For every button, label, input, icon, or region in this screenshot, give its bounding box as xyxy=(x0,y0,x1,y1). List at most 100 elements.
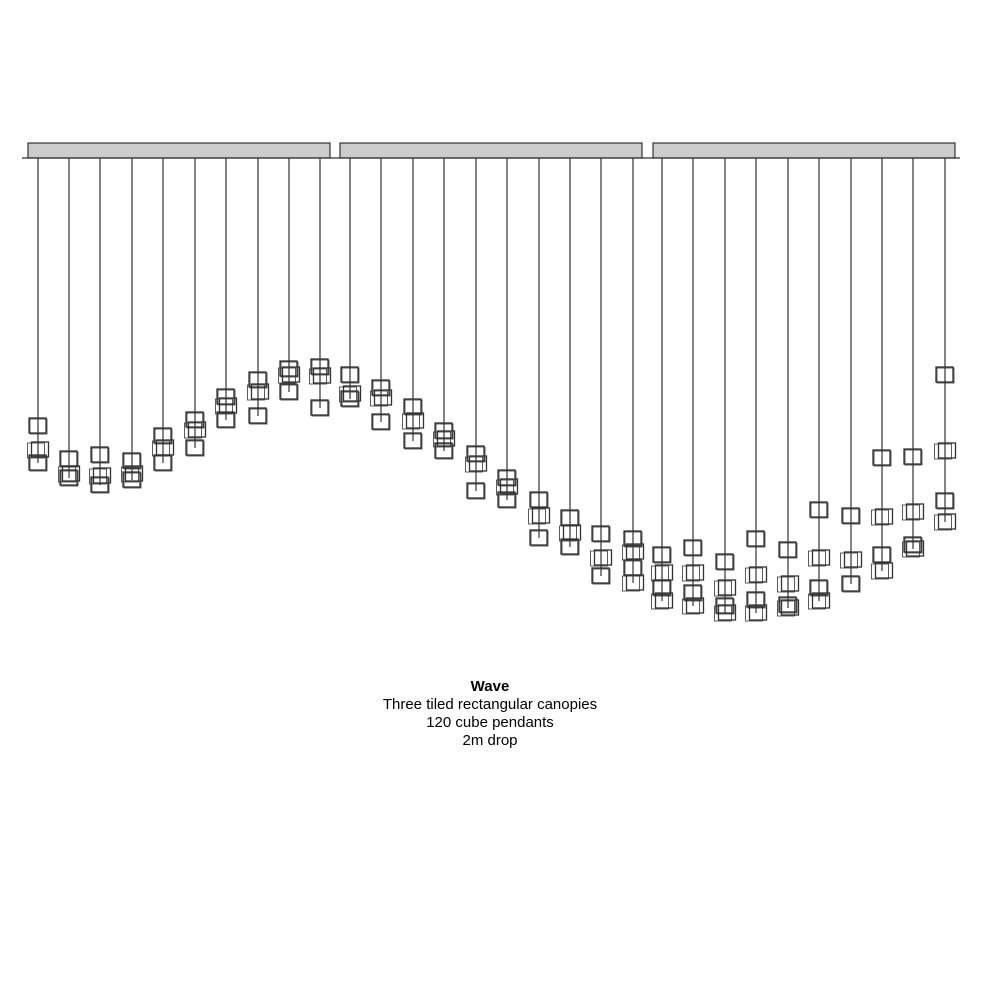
cube-pendant-edge xyxy=(372,380,391,397)
cube-pendant-edge xyxy=(121,466,139,483)
cube-pendant-edge xyxy=(91,447,110,464)
cube-pendant xyxy=(436,430,456,447)
cube-pendant-edge xyxy=(91,477,110,494)
cube-pendant-edge xyxy=(372,414,391,431)
cube-pendant-edge xyxy=(123,453,142,470)
cube-pendant xyxy=(872,546,891,563)
cube-pendant-edge xyxy=(341,367,360,384)
caption-drop: 2m drop xyxy=(462,732,518,749)
cube-pendant xyxy=(371,413,390,430)
cube-pendant xyxy=(340,366,359,383)
cube-pendant xyxy=(279,383,298,400)
cube-pendant-edge xyxy=(592,568,611,585)
cube-pendant-edge xyxy=(904,449,923,466)
cube-pendant-edge xyxy=(467,483,486,500)
cube-pendant-edge xyxy=(682,598,700,615)
cube-pendant xyxy=(124,465,144,482)
cube-pendant xyxy=(403,432,422,449)
cube-pendant xyxy=(61,465,81,482)
cube-pendant-edge xyxy=(871,509,889,526)
cube-pendant-edge xyxy=(622,575,640,592)
cube-pendant xyxy=(778,541,797,558)
cube-pendant-edge xyxy=(716,554,735,571)
cube-pendant-edge xyxy=(465,456,483,473)
cube-pendant-edge xyxy=(435,443,454,460)
cube-pendant-edge xyxy=(624,531,643,548)
cube-pendant-edge xyxy=(590,550,608,567)
cube-pendant xyxy=(937,513,957,530)
cube-pendant xyxy=(811,592,831,609)
cube-pendant-edge xyxy=(433,431,451,448)
cube-pendant-edge xyxy=(842,576,861,593)
caption-description: Three tiled rectangular canopies xyxy=(382,696,598,713)
cube-pendant-edge xyxy=(653,547,672,564)
cube-pendant-edge xyxy=(808,593,826,610)
cube-pendant-edge xyxy=(29,455,48,472)
cube-pendant xyxy=(683,584,702,601)
cube-pendant xyxy=(874,562,894,579)
cube-pendant xyxy=(497,469,516,486)
caption: Wave Three tiled rectangular canopies 12… xyxy=(0,678,980,750)
cube-pendant-edge xyxy=(842,508,861,525)
cube-pendant xyxy=(466,482,485,499)
cube-pendant xyxy=(809,579,828,596)
cube-pendant-edge xyxy=(777,576,795,593)
cube-pendant xyxy=(903,448,922,465)
cube-pendant-edge xyxy=(779,542,798,559)
cube-pendant xyxy=(187,421,207,438)
cube-pendant xyxy=(841,507,860,524)
cube-pendant xyxy=(531,507,551,524)
cube-pendant-edge xyxy=(561,539,580,556)
cube-pendant-edge xyxy=(810,580,829,597)
cube-pendant xyxy=(872,449,891,466)
cube-pendant-edge xyxy=(873,450,892,467)
cube-pendant-edge xyxy=(936,493,955,510)
cube-pendant-edge xyxy=(592,526,611,543)
cube-pendant xyxy=(468,455,488,472)
cube-pendant xyxy=(717,579,737,596)
cube-pendant xyxy=(935,366,954,383)
cube-pendant xyxy=(905,503,925,520)
cube-pendant xyxy=(90,446,109,463)
cube-pendant-edge xyxy=(684,540,703,557)
cube-pendant xyxy=(153,454,172,471)
cube-pendant-edge xyxy=(370,390,388,407)
cube-pendant-edge xyxy=(936,367,955,384)
cube-pendant-edge xyxy=(402,413,420,430)
cube-pendant xyxy=(780,599,800,616)
cube-pendant xyxy=(591,567,610,584)
cube-pendant-edge xyxy=(498,492,517,509)
cube-pendant-edge xyxy=(684,585,703,602)
cube-pendant-edge xyxy=(530,530,549,547)
cube-pendant xyxy=(654,592,674,609)
cube-pendant-edge xyxy=(871,563,889,580)
cube-pendant-edge xyxy=(404,433,423,450)
cube-pendant xyxy=(625,543,645,560)
cube-pendant-edge xyxy=(247,384,265,401)
cube-pendant-edge xyxy=(58,466,76,483)
cube-pendant xyxy=(778,596,797,613)
cube-pendant xyxy=(654,564,674,581)
cube-pendant xyxy=(903,536,922,553)
cube-pendant-edge xyxy=(747,531,766,548)
cube-pendant xyxy=(748,566,768,583)
cube-pendant xyxy=(92,467,112,484)
cube-pendant-edge xyxy=(653,580,672,597)
cube-pendant xyxy=(562,524,582,541)
cube-pendant-edge xyxy=(186,412,205,429)
cube-pendant xyxy=(715,553,734,570)
cube-pendant xyxy=(28,454,47,471)
cube-pendant-edge xyxy=(123,472,142,489)
caption-pendant-count: 120 cube pendants xyxy=(426,714,554,731)
cube-pendant-edge xyxy=(280,361,299,378)
cube-pendant xyxy=(216,388,235,405)
cube-pendant xyxy=(312,367,332,384)
cube-pendant xyxy=(122,452,141,469)
canopy-center xyxy=(339,142,643,159)
cube-pendant-edge xyxy=(60,470,79,487)
cube-pendant xyxy=(248,371,267,388)
cube-pendant xyxy=(28,417,47,434)
cube-pendant xyxy=(405,412,425,429)
cube-pendant xyxy=(841,575,860,592)
